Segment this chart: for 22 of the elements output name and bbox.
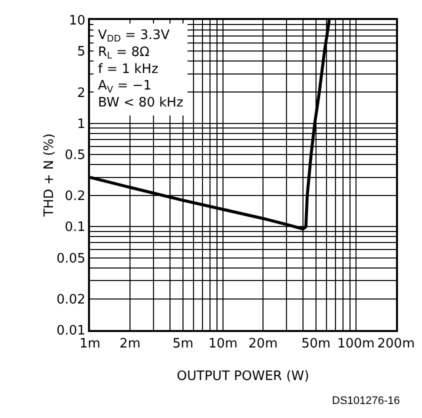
- x-tick-label: 5m: [172, 336, 194, 352]
- y-tick-label: 0.01: [56, 324, 86, 339]
- y-tick-label: 0.1: [64, 220, 86, 236]
- y-tick-label: 5: [77, 44, 86, 60]
- y-tick-label: 1: [77, 116, 86, 132]
- x-tick-label: 200m: [377, 336, 415, 352]
- y-tick-label: 10: [68, 14, 86, 29]
- x-tick-label: 1m: [80, 336, 100, 352]
- y-tick-label: 0.05: [56, 251, 86, 266]
- x-tick-label: 50m: [301, 336, 331, 352]
- x-tick-label: 10m: [208, 336, 238, 352]
- text: V$_{DD}$ = 3.3V R$_{L}$ = 8Ω f = 1 kHz A$_{V}$ = −1 BW < 80 kHz: [98, 28, 184, 111]
- text: DS101276-16: [332, 395, 400, 407]
- x-tick-label: 20m: [248, 336, 278, 352]
- y-tick-label: 0.02: [56, 292, 86, 308]
- x-axis-title: OUTPUT POWER (W): [176, 369, 310, 384]
- y-axis-title: THD + N (%): [42, 133, 57, 218]
- x-tick-label: 100m: [337, 336, 375, 352]
- y-tick-label: 0.5: [64, 148, 86, 163]
- y-tick-label: 0.2: [64, 189, 86, 204]
- y-tick-label: 2: [77, 86, 86, 101]
- x-tick-label: 2m: [120, 336, 140, 352]
